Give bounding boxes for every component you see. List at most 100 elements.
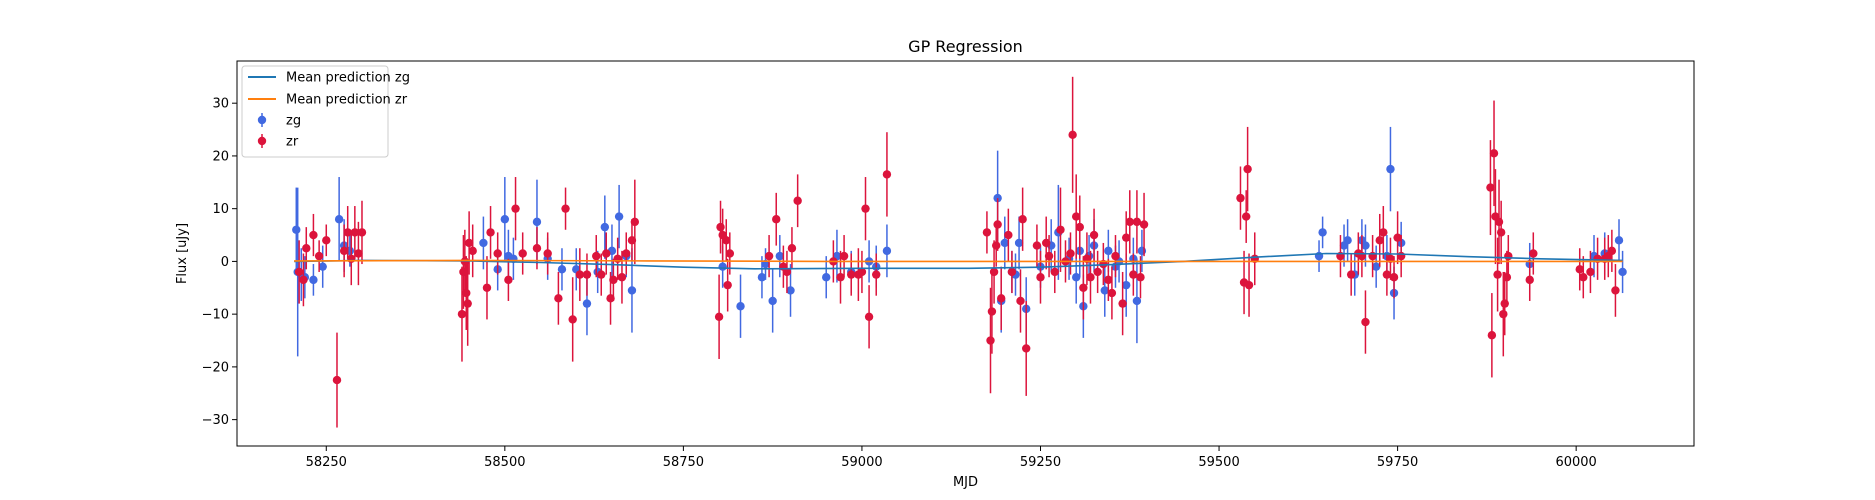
data-point-zr xyxy=(847,270,856,279)
legend-box xyxy=(241,65,389,158)
data-point-zr xyxy=(1072,212,1081,221)
data-point-zr xyxy=(1075,222,1084,232)
data-point-zr xyxy=(1044,251,1054,261)
legend: Mean prediction zg Mean prediction zr zg… xyxy=(241,65,410,158)
data-point-zg xyxy=(757,273,767,282)
data-point-zr xyxy=(322,236,331,245)
data-point-zr xyxy=(1382,270,1392,279)
data-point-zg xyxy=(1072,273,1081,282)
data-point-zr xyxy=(1093,267,1102,277)
data-point-zr xyxy=(532,244,542,253)
data-point-zr xyxy=(504,275,513,285)
data-point-zr xyxy=(722,236,731,245)
data-point-zr xyxy=(882,170,892,179)
data-point-zr xyxy=(350,228,360,237)
series-zg xyxy=(292,126,1627,357)
data-point-zg xyxy=(1318,228,1327,237)
data-point-zr xyxy=(1346,270,1356,279)
data-point-zr xyxy=(1066,249,1075,258)
data-point-zg xyxy=(334,215,344,224)
data-point-zr xyxy=(597,270,606,279)
plot-area xyxy=(292,76,1627,428)
data-point-zg xyxy=(600,222,610,232)
x-tick-label: 59000 xyxy=(841,455,882,470)
data-point-zg xyxy=(1361,241,1370,250)
data-point-zg xyxy=(1132,296,1142,306)
data-point-zg xyxy=(775,251,785,261)
legend-label-zg: zg xyxy=(286,114,301,129)
legend-marker xyxy=(257,136,267,146)
data-point-zg xyxy=(292,225,301,234)
data-point-zr xyxy=(1121,233,1131,242)
data-point-zr xyxy=(787,244,797,253)
data-point-zg xyxy=(736,302,745,311)
legend-label-mean-zr: Mean prediction zr xyxy=(286,93,408,108)
y-tick-label: −10 xyxy=(202,308,229,323)
data-point-zr xyxy=(764,251,774,261)
series-zr xyxy=(294,76,1620,428)
data-point-zr xyxy=(1486,183,1495,192)
data-point-zr xyxy=(1118,299,1127,308)
data-point-zr xyxy=(468,246,477,256)
data-point-zr xyxy=(986,336,995,345)
data-point-zg xyxy=(614,212,624,221)
data-point-zr xyxy=(1393,233,1402,242)
data-point-zr xyxy=(1129,270,1138,279)
data-point-zr xyxy=(582,270,592,279)
data-point-zr xyxy=(1036,273,1045,282)
mean-prediction-zg-line xyxy=(294,252,1623,270)
axes-frame xyxy=(236,60,1695,447)
legend-label-zr: zr xyxy=(286,135,299,150)
data-point-zr xyxy=(1487,331,1497,340)
data-point-zr xyxy=(482,283,492,292)
data-point-zr xyxy=(1111,251,1120,261)
data-point-zg xyxy=(768,296,777,306)
data-point-zr xyxy=(299,275,308,285)
data-point-zr xyxy=(1244,280,1254,290)
data-point-zr xyxy=(782,267,792,277)
y-tick-label: 10 xyxy=(212,202,229,217)
legend-swatch-zr xyxy=(257,134,267,148)
data-point-zg xyxy=(318,262,327,271)
x-tick-label: 58250 xyxy=(306,455,347,470)
data-point-zg xyxy=(1386,164,1395,174)
y-tick-label: −20 xyxy=(202,360,229,375)
data-point-zr xyxy=(1107,288,1117,298)
data-point-zr xyxy=(723,280,732,290)
data-point-zg xyxy=(1000,238,1009,248)
data-point-zr xyxy=(987,307,997,316)
data-point-zr xyxy=(1139,220,1149,229)
data-point-zr xyxy=(354,249,363,258)
data-point-zr xyxy=(1022,344,1031,353)
data-point-zr xyxy=(561,204,570,213)
data-point-zr xyxy=(1500,299,1509,308)
data-point-zr xyxy=(486,228,495,237)
data-point-zg xyxy=(786,286,795,295)
data-point-zr xyxy=(543,249,552,258)
data-point-zr xyxy=(343,228,352,237)
data-point-zr xyxy=(1241,212,1251,221)
data-point-zr xyxy=(1056,225,1065,234)
legend-swatch-zg xyxy=(257,113,267,127)
data-point-zg xyxy=(479,238,488,248)
data-point-zg xyxy=(1137,246,1147,256)
data-point-zg xyxy=(1614,236,1624,245)
data-point-zr xyxy=(1396,251,1406,261)
data-point-zr xyxy=(1042,238,1051,248)
data-point-zr xyxy=(592,251,601,261)
data-point-zr xyxy=(1018,215,1027,224)
data-point-zr xyxy=(1136,273,1145,282)
data-point-zr xyxy=(1499,309,1508,319)
data-point-zr xyxy=(1068,130,1077,140)
data-point-zr xyxy=(1104,275,1113,285)
data-point-zr xyxy=(457,309,467,319)
data-point-zr xyxy=(464,238,474,248)
data-point-zr xyxy=(332,375,342,385)
data-point-zr xyxy=(1494,217,1504,227)
data-point-zr xyxy=(1132,217,1142,227)
data-point-zg xyxy=(1121,280,1131,290)
data-point-zr xyxy=(568,315,577,324)
data-point-zr xyxy=(864,312,874,321)
data-point-zr xyxy=(1050,267,1059,277)
data-point-zr xyxy=(1361,317,1370,327)
